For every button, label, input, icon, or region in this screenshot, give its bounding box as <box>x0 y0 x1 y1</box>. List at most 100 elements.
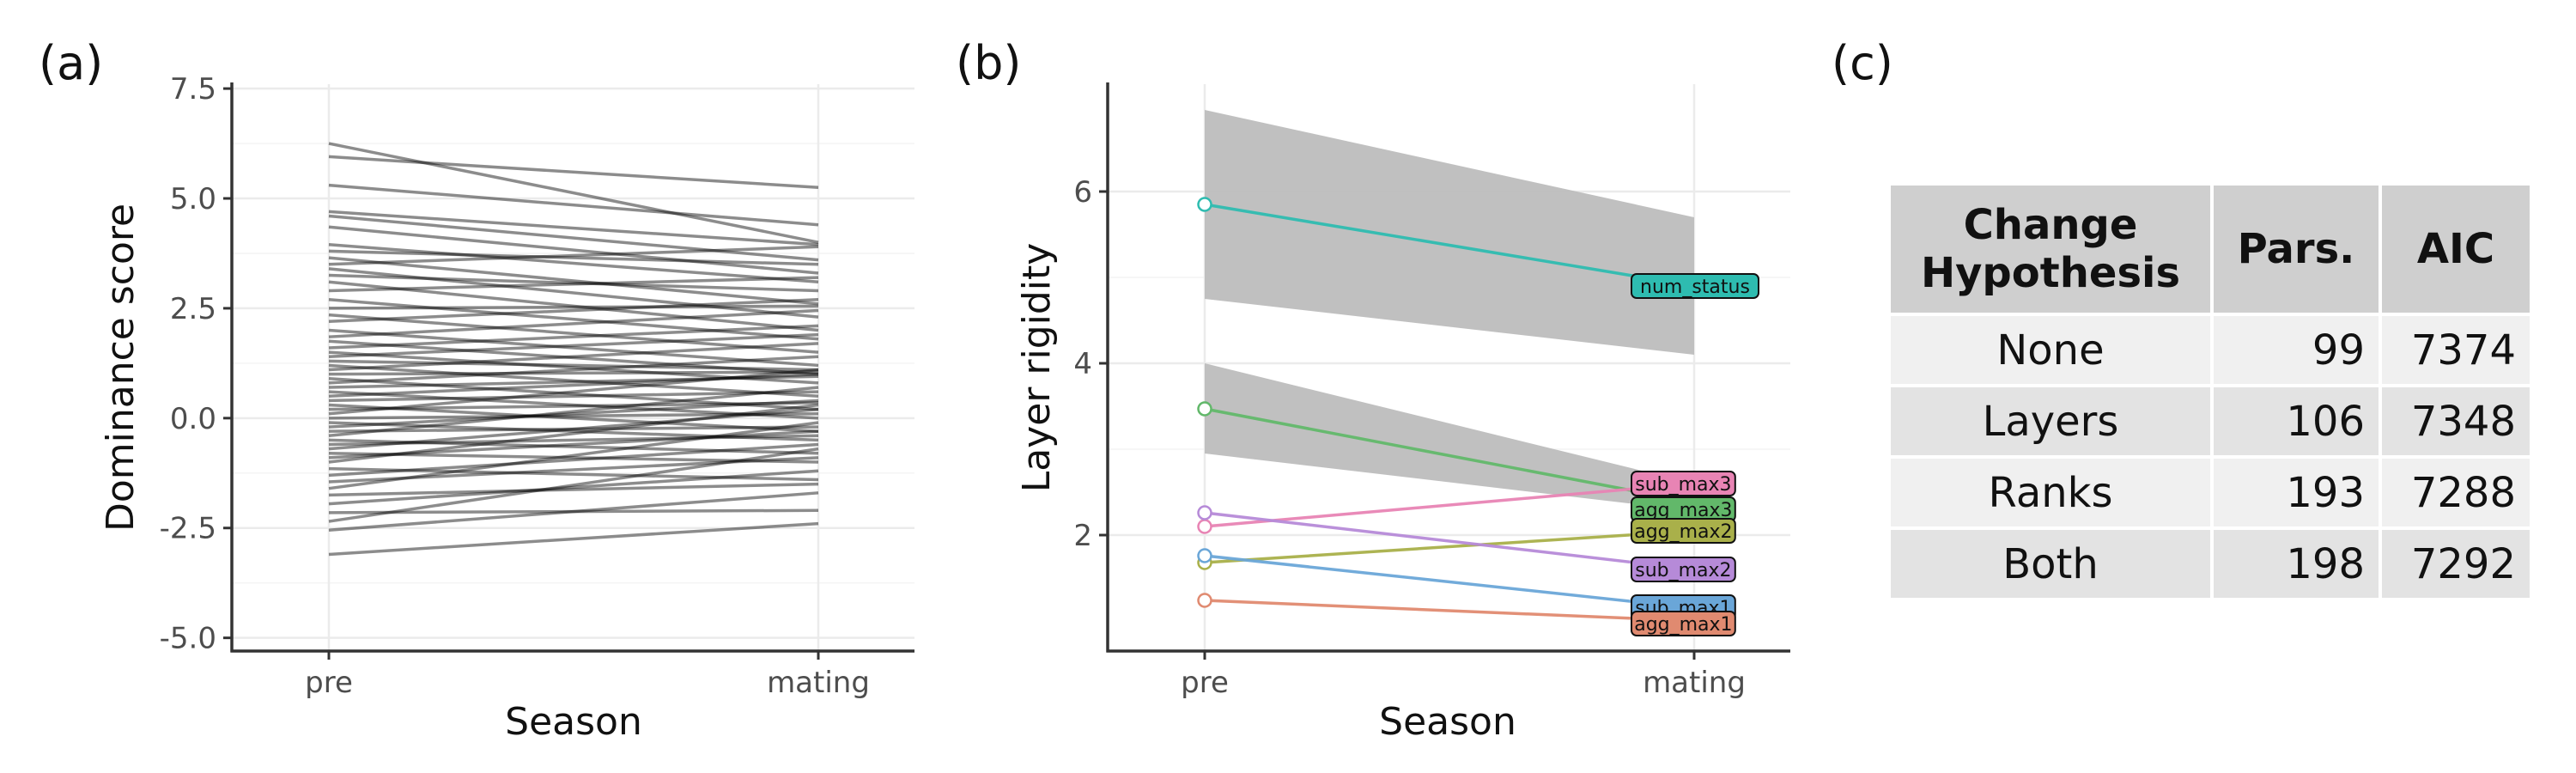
series-line <box>328 273 819 293</box>
series-line <box>328 210 819 247</box>
hypothesis-table: Change Hypothesis Pars. AIC None 99 7374… <box>1887 182 2533 601</box>
table-header-row: Change Hypothesis Pars. AIC <box>1887 182 2533 316</box>
series-line <box>328 442 819 478</box>
x-tick-label: pre <box>305 666 353 700</box>
y-tick-label: 5.0 <box>170 182 216 216</box>
series-label: agg_max3 <box>1634 500 1732 521</box>
confidence-band <box>1205 363 1694 511</box>
series-line <box>328 377 819 411</box>
series-line <box>328 332 819 358</box>
series-line <box>328 249 819 266</box>
header-change-hypothesis: Change Hypothesis <box>1887 182 2214 316</box>
table-row: Ranks 193 7288 <box>1887 455 2533 530</box>
series-line <box>328 491 819 533</box>
series-line <box>328 350 819 385</box>
cell-pars: 198 <box>2210 526 2382 601</box>
series-label: agg_max2 <box>1634 521 1732 543</box>
confidence-band <box>1205 110 1694 355</box>
series-line <box>328 339 819 376</box>
series-line <box>328 407 819 451</box>
y-tick-label: -2.5 <box>160 512 216 546</box>
series-line <box>328 482 819 497</box>
cell-pars: 99 <box>2210 313 2382 387</box>
series-label: num_status <box>1640 277 1750 298</box>
panel-label-c: (c) <box>1832 36 1893 90</box>
series-line <box>1204 554 1695 610</box>
x-tick-label: pre <box>1181 666 1229 700</box>
series-line <box>328 421 819 490</box>
y-tick-label: 6 <box>1073 175 1092 210</box>
series-line <box>328 452 819 464</box>
series-line <box>328 370 819 376</box>
panel-label-b: (b) <box>956 36 1021 90</box>
series-line <box>1204 482 1695 528</box>
series-line <box>328 469 819 506</box>
table-row: Layers 106 7348 <box>1887 384 2533 459</box>
series-line <box>328 308 819 338</box>
x-tick-label: mating <box>767 666 870 700</box>
series-line <box>328 355 819 385</box>
series-line <box>328 276 819 293</box>
series-line <box>328 372 819 399</box>
cell-hypothesis: Ranks <box>1887 455 2214 530</box>
series-line <box>1204 599 1695 623</box>
series-label-box <box>1631 557 1736 582</box>
series-line <box>328 304 819 310</box>
cell-aic: 7288 <box>2379 455 2533 530</box>
y-tick-label: 4 <box>1073 347 1092 381</box>
series-line <box>1204 511 1695 571</box>
y-tick-label: 7.5 <box>170 72 216 107</box>
series-line <box>328 313 819 354</box>
series-label-box <box>1631 471 1736 496</box>
table-row: None 99 7374 <box>1887 313 2533 387</box>
y-tick-label: 2.5 <box>170 292 216 326</box>
series-line <box>328 297 819 324</box>
series-line <box>328 447 819 523</box>
series-line <box>328 374 819 389</box>
series-label-box <box>1631 518 1736 544</box>
series-label: sub_max2 <box>1635 560 1731 581</box>
series-line <box>328 280 819 332</box>
cell-aic: 7374 <box>2379 313 2533 387</box>
series-line <box>328 324 819 350</box>
hypothesis-table-panel: Change Hypothesis Pars. AIC None 99 7374… <box>1887 182 2533 601</box>
series-line <box>328 403 819 433</box>
header-pars: Pars. <box>2210 182 2382 316</box>
series-point <box>1197 593 1212 608</box>
series-line <box>328 297 819 341</box>
series-line <box>328 429 819 460</box>
series-line <box>328 386 819 438</box>
cell-pars: 193 <box>2210 455 2382 530</box>
series-line <box>328 225 819 275</box>
series-line <box>1204 203 1695 288</box>
y-tick-label: -5.0 <box>160 622 216 656</box>
cell-hypothesis: None <box>1887 313 2214 387</box>
series-line <box>328 328 819 368</box>
series-label-box <box>1631 611 1736 636</box>
series-line <box>328 456 819 484</box>
series-line <box>328 183 819 227</box>
series-line <box>328 411 819 420</box>
header-aic: AIC <box>2379 182 2533 316</box>
series-line <box>328 521 819 557</box>
series-point <box>1197 197 1212 212</box>
series-line <box>328 142 819 244</box>
x-axis-title-a: Season <box>505 700 642 744</box>
series-line <box>328 390 819 420</box>
series-line <box>328 466 819 482</box>
series-line <box>328 342 819 372</box>
series-line <box>328 403 819 464</box>
cell-hypothesis: Both <box>1887 526 2214 601</box>
y-axis-title-b: Layer rigidity <box>1015 243 1059 493</box>
series-line <box>1204 407 1695 504</box>
table-row: Both 198 7292 <box>1887 526 2533 601</box>
panel-label-a: (a) <box>39 36 103 90</box>
series-line <box>328 363 819 399</box>
cell-hypothesis: Layers <box>1887 384 2214 459</box>
series-point <box>1197 401 1212 417</box>
layer-rigidity-chart: num_status agg_max3 sub_max3 agg_max2 sub_ma… <box>1073 82 1790 700</box>
series-line <box>328 399 819 429</box>
series-label-box <box>1631 273 1759 299</box>
series-line <box>328 155 819 189</box>
